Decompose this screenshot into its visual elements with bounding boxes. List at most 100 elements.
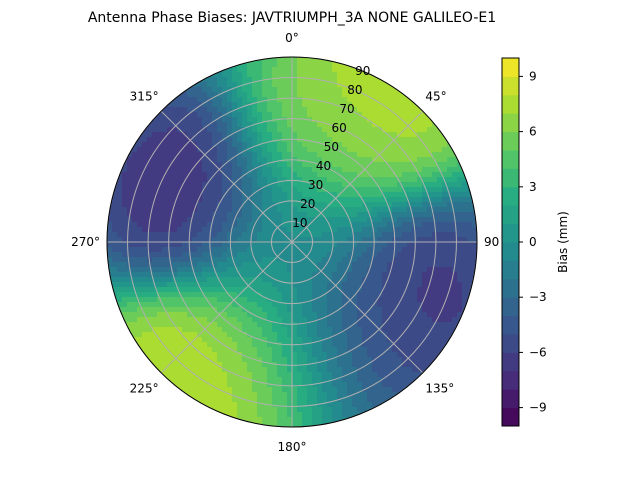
heat-cell bbox=[212, 282, 218, 288]
heat-cell bbox=[427, 322, 433, 328]
heat-cell bbox=[172, 257, 178, 263]
heat-cell bbox=[427, 272, 433, 278]
heat-cell bbox=[207, 292, 213, 298]
heat-cell bbox=[367, 182, 373, 188]
heat-cell bbox=[437, 297, 443, 303]
heat-cell bbox=[262, 57, 268, 63]
heat-cell bbox=[112, 257, 118, 263]
heat-cell bbox=[182, 367, 188, 373]
heat-cell bbox=[187, 367, 193, 373]
heat-cell bbox=[312, 357, 318, 363]
heat-cell bbox=[227, 307, 233, 313]
heat-cell bbox=[282, 62, 288, 68]
heat-cell bbox=[202, 162, 208, 168]
heat-cell bbox=[137, 127, 143, 133]
heat-cell bbox=[457, 262, 463, 268]
heat-cell bbox=[297, 132, 303, 138]
heat-cell bbox=[227, 217, 233, 223]
heat-cell bbox=[192, 227, 198, 233]
heat-cell bbox=[237, 182, 243, 188]
heat-cell bbox=[287, 172, 293, 178]
heat-cell bbox=[247, 92, 253, 98]
heat-cell bbox=[402, 272, 408, 278]
heat-cell bbox=[212, 152, 218, 158]
heat-cell bbox=[187, 197, 193, 203]
heat-cell bbox=[337, 242, 343, 248]
heat-cell bbox=[227, 137, 233, 143]
heat-cell bbox=[187, 102, 193, 108]
heat-cell bbox=[207, 82, 213, 88]
heat-cell bbox=[182, 397, 188, 403]
heat-cell bbox=[197, 287, 203, 293]
heat-cell bbox=[247, 292, 253, 298]
heat-cell bbox=[422, 297, 428, 303]
heat-cell bbox=[467, 302, 473, 308]
heat-cell bbox=[132, 297, 138, 303]
heat-cell bbox=[277, 242, 283, 248]
heat-cell bbox=[207, 277, 213, 283]
heat-cell bbox=[377, 372, 383, 378]
heat-cell bbox=[467, 257, 473, 263]
heat-cell bbox=[132, 182, 138, 188]
heat-cell bbox=[397, 242, 403, 248]
heat-cell bbox=[142, 172, 148, 178]
heat-cell bbox=[297, 287, 303, 293]
heat-cell bbox=[132, 217, 138, 223]
heat-cell bbox=[212, 247, 218, 253]
heat-cell bbox=[132, 162, 138, 168]
heat-cell bbox=[367, 412, 373, 418]
heat-cell bbox=[307, 232, 313, 238]
heat-cell bbox=[302, 417, 308, 423]
heat-cell bbox=[257, 342, 263, 348]
heat-cell bbox=[442, 167, 448, 173]
radial-tick-label: 50 bbox=[324, 140, 339, 154]
heat-cell bbox=[347, 412, 353, 418]
heat-cell bbox=[182, 322, 188, 328]
heat-cell bbox=[422, 137, 428, 143]
heat-cell bbox=[442, 242, 448, 248]
heat-cell bbox=[377, 237, 383, 243]
heat-cell bbox=[317, 287, 323, 293]
heat-cell bbox=[317, 202, 323, 208]
heat-cell bbox=[322, 87, 328, 93]
heat-cell bbox=[152, 257, 158, 263]
heat-cell bbox=[292, 337, 298, 343]
heat-cell bbox=[197, 327, 203, 333]
heat-cell bbox=[217, 112, 223, 118]
heat-cell bbox=[422, 307, 428, 313]
heat-cell bbox=[302, 297, 308, 303]
heat-cell bbox=[367, 117, 373, 123]
heat-cell bbox=[307, 412, 313, 418]
heat-cell bbox=[342, 182, 348, 188]
heat-cell bbox=[247, 332, 253, 338]
heat-cell bbox=[127, 162, 133, 168]
heat-cell bbox=[322, 322, 328, 328]
heat-cell bbox=[302, 307, 308, 313]
heat-cell bbox=[332, 367, 338, 373]
heat-cell bbox=[187, 267, 193, 273]
heat-cell bbox=[137, 172, 143, 178]
heat-cell bbox=[392, 207, 398, 213]
colorbar-segment bbox=[502, 94, 519, 114]
heat-cell bbox=[242, 117, 248, 123]
heat-cell bbox=[267, 357, 273, 363]
heat-cell bbox=[242, 417, 248, 423]
heat-cell bbox=[317, 177, 323, 183]
heat-cell bbox=[327, 292, 333, 298]
heat-cell bbox=[297, 257, 303, 263]
heat-cell bbox=[182, 307, 188, 313]
heat-cell bbox=[202, 377, 208, 383]
heat-cell bbox=[362, 287, 368, 293]
heat-cell bbox=[237, 122, 243, 128]
heat-cell bbox=[237, 282, 243, 288]
heat-cell bbox=[307, 267, 313, 273]
heat-cell bbox=[112, 197, 118, 203]
heat-cell bbox=[307, 327, 313, 333]
heat-cell bbox=[302, 217, 308, 223]
heat-cell bbox=[227, 222, 233, 228]
heat-cell bbox=[137, 262, 143, 268]
heat-cell bbox=[242, 232, 248, 238]
heat-cell bbox=[377, 342, 383, 348]
heat-cell bbox=[357, 302, 363, 308]
heat-cell bbox=[177, 177, 183, 183]
